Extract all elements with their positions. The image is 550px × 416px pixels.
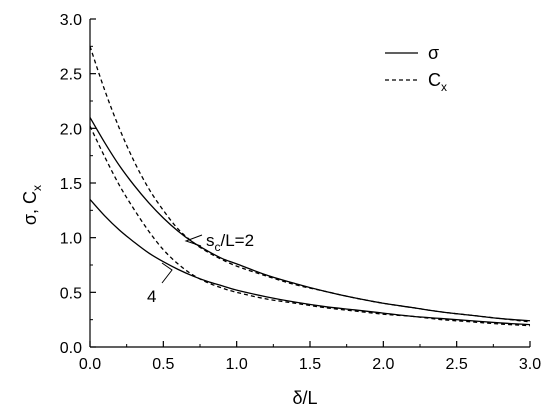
y-tick-label: 1.5 (60, 176, 82, 193)
x-tick-label: 0.0 (79, 356, 101, 373)
series-line-cx-s-c-l-2 (89, 46, 531, 323)
series-line-sigma-s-c-l-4 (89, 198, 531, 326)
legend-label-sigma: σ (428, 43, 439, 63)
annotation-label-sc-2: sc/L=2 (206, 231, 254, 254)
annotation-pointer-sc-2 (184, 234, 203, 247)
x-tick-label: 0.5 (152, 356, 174, 373)
y-tick-label: 0.0 (60, 340, 82, 357)
y-tick-label: 2.5 (60, 67, 82, 84)
y-axis-title: σ, Cx (20, 185, 44, 225)
series-layer (89, 46, 531, 327)
annotation-pointer-sc-4 (161, 262, 173, 284)
legend-label-cx: Cx (428, 70, 447, 94)
series-line-cx-s-c-l-4 (89, 125, 531, 327)
x-tick-label: 1.0 (226, 356, 248, 373)
y-tick-label: 2.0 (60, 121, 82, 138)
annotation-sc-2: sc/L=2 (184, 231, 254, 254)
y-tick-label: 1.0 (60, 231, 82, 248)
legend: σ Cx (385, 43, 447, 94)
ticks-layer: 0.0 0.5 1.0 1.5 2.0 2.5 3.0 0.0 0.5 1.0 1.5 2.0 2.5 3… (60, 12, 541, 373)
x-tick-label: 1.5 (299, 356, 321, 373)
annotation-sc-4: 4 (147, 262, 173, 306)
x-axis-title: δ/L (292, 388, 317, 408)
y-tick-label: 0.5 (60, 285, 82, 302)
x-tick-label: 2.0 (372, 356, 394, 373)
annotation-label-sc-4: 4 (147, 287, 156, 306)
x-tick-label: 3.0 (519, 356, 541, 373)
y-axis-title-sub: x (30, 185, 44, 191)
y-axis-title-main: σ, C (20, 191, 40, 225)
x-tick-label: 2.5 (446, 356, 468, 373)
y-tick-label: 3.0 (60, 12, 82, 29)
